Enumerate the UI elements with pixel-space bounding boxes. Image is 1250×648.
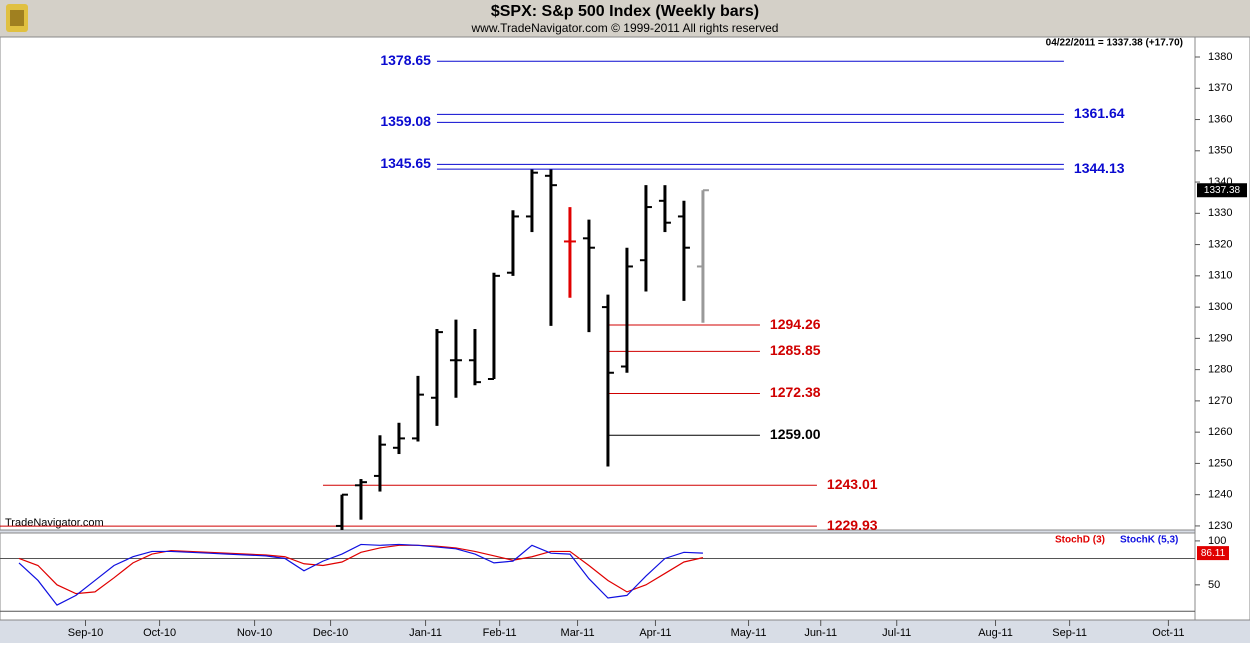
stoch-panel bbox=[0, 532, 1196, 621]
level-label: 1345.65 bbox=[380, 155, 431, 171]
chart-subtitle: www.TradeNavigator.com © 1999-2011 All r… bbox=[471, 21, 779, 35]
level-label: 1285.85 bbox=[770, 342, 821, 358]
last-price-box bbox=[1197, 183, 1247, 198]
right-axis bbox=[1194, 36, 1250, 621]
y-tick-label: 100 bbox=[1208, 535, 1226, 547]
y-tick-label: 1320 bbox=[1208, 238, 1232, 250]
x-tick-label: Aug-11 bbox=[978, 627, 1013, 639]
level-label: 1361.64 bbox=[1074, 105, 1125, 121]
level-label: 1359.08 bbox=[380, 113, 431, 129]
level-label: 1229.93 bbox=[827, 517, 878, 533]
level-label: 1378.65 bbox=[380, 52, 431, 68]
x-tick-label: Nov-10 bbox=[237, 627, 272, 639]
watermark: TradeNavigator.com bbox=[5, 517, 104, 529]
stoch-line bbox=[18, 543, 703, 606]
level-label: 1259.00 bbox=[770, 426, 821, 442]
stoch-line bbox=[18, 544, 704, 595]
title-bar bbox=[0, 0, 1250, 37]
level-label: 1294.26 bbox=[770, 316, 821, 332]
x-tick-label: Apr-11 bbox=[639, 627, 671, 639]
x-tick-label: Mar-11 bbox=[561, 627, 595, 639]
x-tick-label: Jul-11 bbox=[882, 627, 911, 639]
y-tick-label: 1290 bbox=[1208, 332, 1232, 344]
y-tick-label: 1270 bbox=[1208, 395, 1232, 407]
last-price-label: 1337.38 bbox=[1204, 185, 1241, 196]
x-tick-label: Sep-11 bbox=[1052, 627, 1087, 639]
level-label: 1272.38 bbox=[770, 384, 821, 400]
y-tick-label: 1230 bbox=[1208, 520, 1232, 532]
legend-entry: StochK (5,3) bbox=[1120, 535, 1178, 546]
x-tick-label: Jun-11 bbox=[804, 627, 837, 639]
y-tick-label: 1280 bbox=[1208, 364, 1232, 376]
last-value-label: 86.11 bbox=[1201, 548, 1226, 559]
y-tick-label: 1310 bbox=[1208, 270, 1232, 282]
y-tick-label: 1370 bbox=[1208, 82, 1232, 94]
y-tick-label: 1360 bbox=[1208, 113, 1232, 125]
level-label: 1344.13 bbox=[1074, 160, 1125, 176]
x-tick-label: Oct-11 bbox=[1152, 627, 1184, 639]
chart-title: $SPX: S&p 500 Index (Weekly bars) bbox=[491, 3, 759, 20]
y-tick-label: 1240 bbox=[1208, 489, 1232, 501]
logo bbox=[6, 4, 28, 32]
x-tick-label: Jan-11 bbox=[409, 627, 442, 639]
x-tick-label: May-11 bbox=[731, 627, 767, 639]
y-tick-label: 1350 bbox=[1208, 145, 1232, 157]
x-tick-label: Oct-10 bbox=[143, 627, 176, 639]
y-tick-label: 50 bbox=[1208, 579, 1220, 591]
x-tick-label: Sep-10 bbox=[68, 627, 103, 639]
axes: 1230 1240 1250 1260 1270 1280 1290 1300 1310 1320… bbox=[68, 51, 1247, 639]
level-label: 1243.01 bbox=[827, 476, 878, 492]
header-note: 04/22/2011 = 1337.38 (+17.70) bbox=[1046, 38, 1183, 49]
y-tick-label: 1260 bbox=[1208, 426, 1232, 438]
price-plot: 1378.65 1361.64 1359.08 1345.65 1344.13 1294.… bbox=[0, 52, 1125, 533]
x-tick-label: Feb-11 bbox=[483, 627, 517, 639]
x-tick-label: Dec-10 bbox=[313, 627, 348, 639]
last-value-box bbox=[1197, 546, 1229, 561]
price-panel bbox=[0, 36, 1196, 531]
legend-entry: StochD (3) bbox=[1055, 535, 1105, 546]
y-tick-label: 1380 bbox=[1208, 51, 1232, 63]
stoch-plot bbox=[0, 543, 1195, 612]
y-tick-label: 1250 bbox=[1208, 457, 1232, 469]
y-tick-label: 1330 bbox=[1208, 207, 1232, 219]
y-tick-label: 1300 bbox=[1208, 301, 1232, 313]
